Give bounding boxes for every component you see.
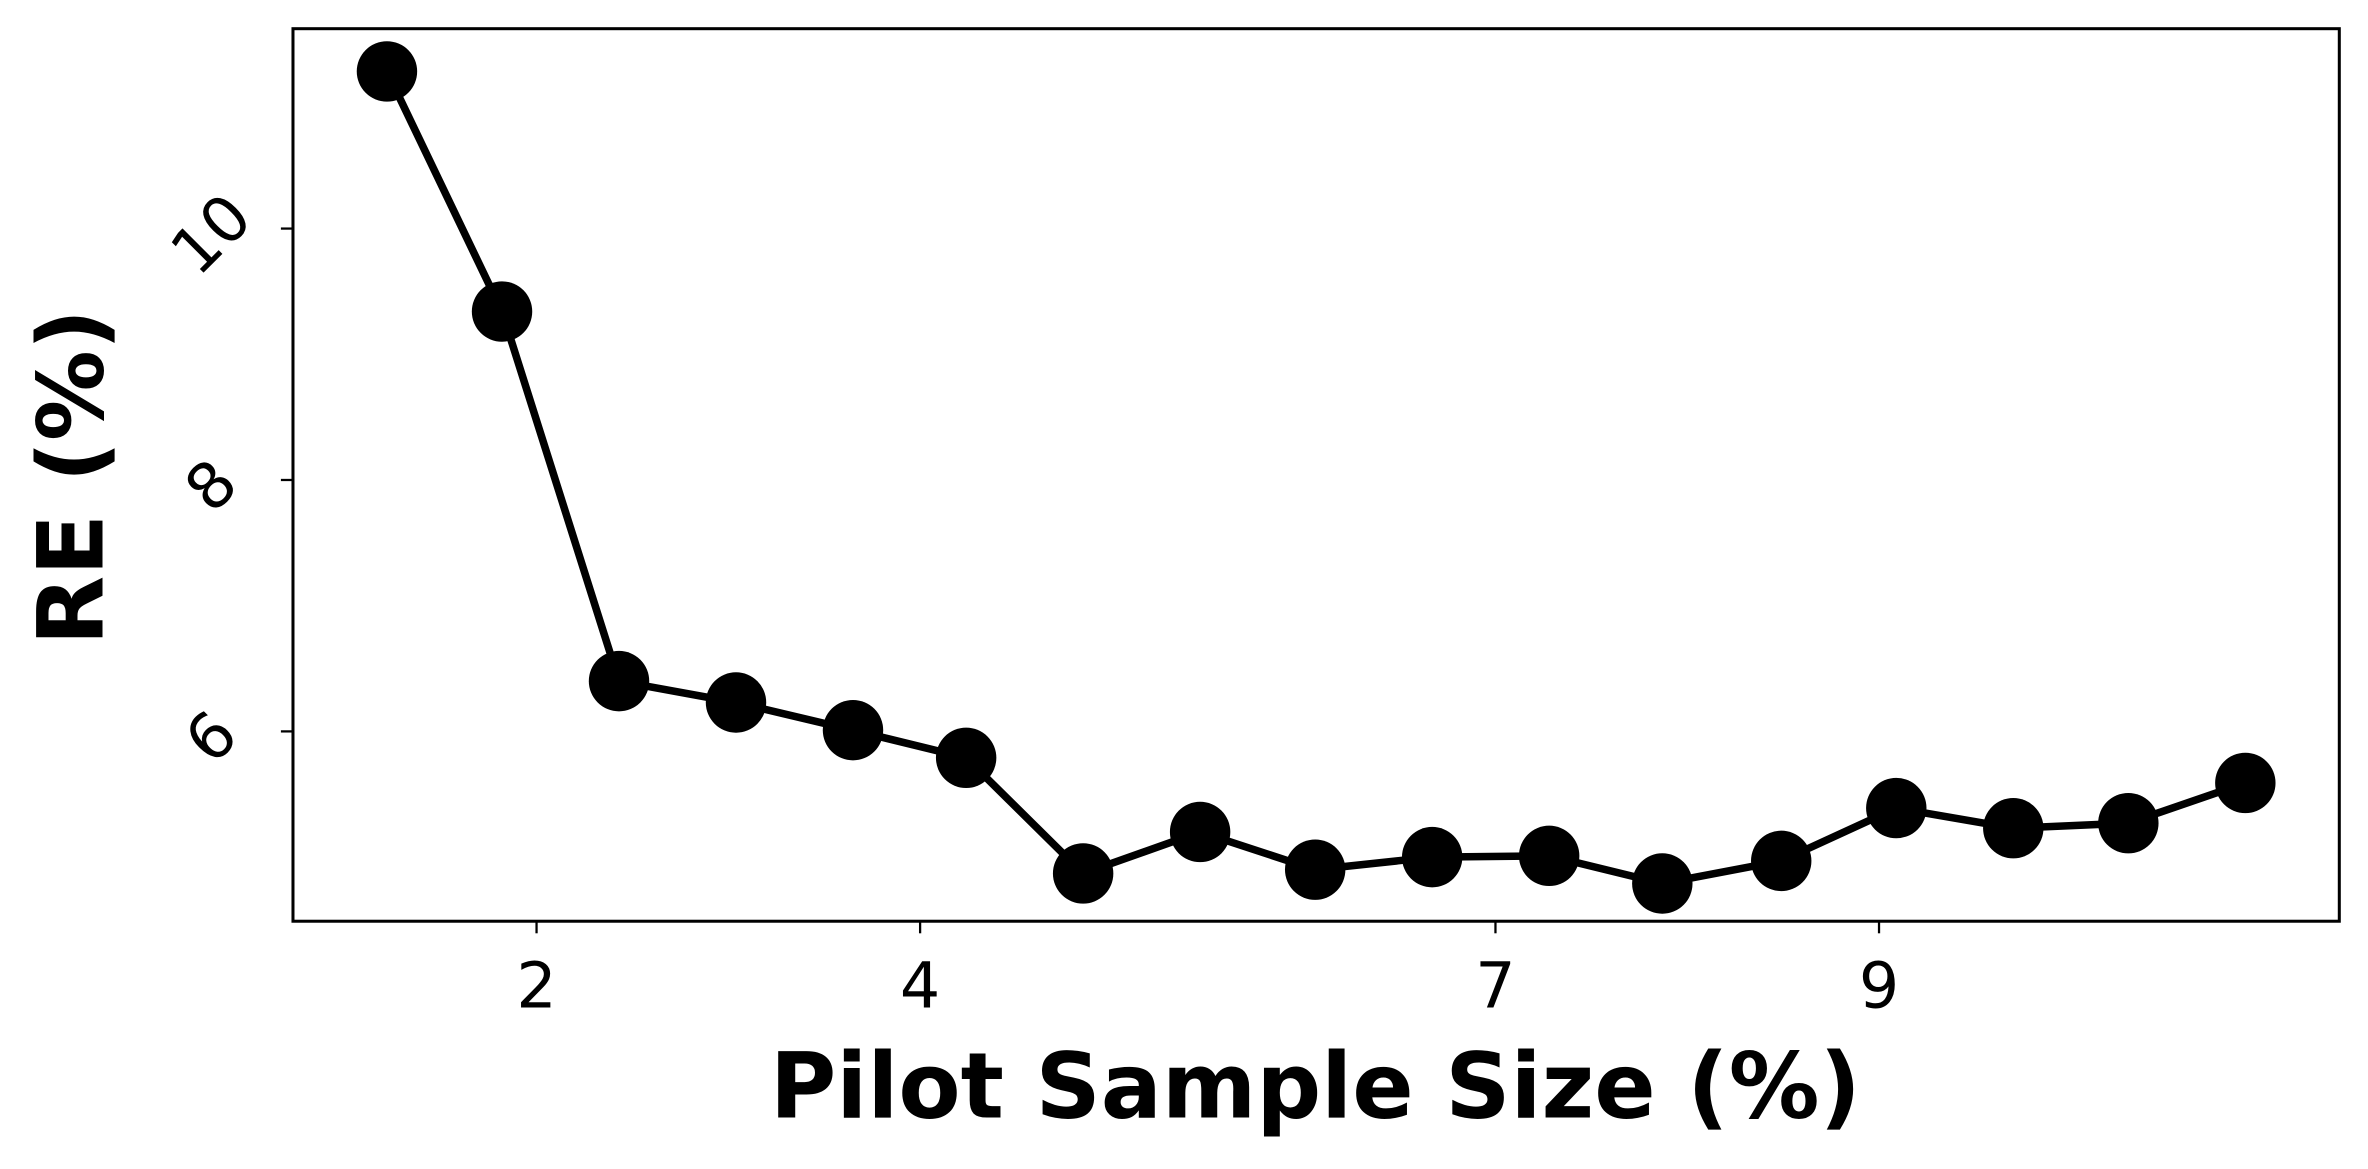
data-point bbox=[1632, 853, 1693, 914]
data-point bbox=[588, 650, 650, 712]
x-tick-label: 7 bbox=[1475, 948, 1515, 1022]
x-tick-label: 4 bbox=[900, 948, 940, 1022]
y-axis-label: RE (%) bbox=[20, 309, 125, 646]
data-point bbox=[1866, 777, 1927, 839]
data-point bbox=[705, 672, 767, 733]
y-tick-label: 8 bbox=[171, 445, 252, 526]
x-tick-label: 2 bbox=[516, 948, 556, 1022]
plot-frame bbox=[291, 27, 2341, 923]
x-tick-label: 9 bbox=[1859, 948, 1899, 1022]
data-point bbox=[1169, 801, 1231, 863]
data-point bbox=[2215, 752, 2276, 814]
data-point bbox=[822, 699, 884, 761]
data-point bbox=[2098, 792, 2159, 854]
data-point bbox=[1751, 830, 1812, 892]
data-point bbox=[1518, 825, 1580, 887]
data-line bbox=[383, 69, 2247, 888]
x-axis-label: Pilot Sample Size (%) bbox=[770, 1035, 1861, 1140]
y-tick-label: 6 bbox=[171, 697, 252, 778]
data-point bbox=[356, 41, 418, 102]
data-point bbox=[1401, 826, 1463, 888]
data-point bbox=[1983, 797, 2044, 859]
y-tick-label: 10 bbox=[156, 179, 265, 288]
data-point bbox=[935, 727, 997, 789]
data-point bbox=[471, 281, 533, 342]
data-point bbox=[1284, 839, 1346, 900]
data-point bbox=[1052, 843, 1114, 904]
